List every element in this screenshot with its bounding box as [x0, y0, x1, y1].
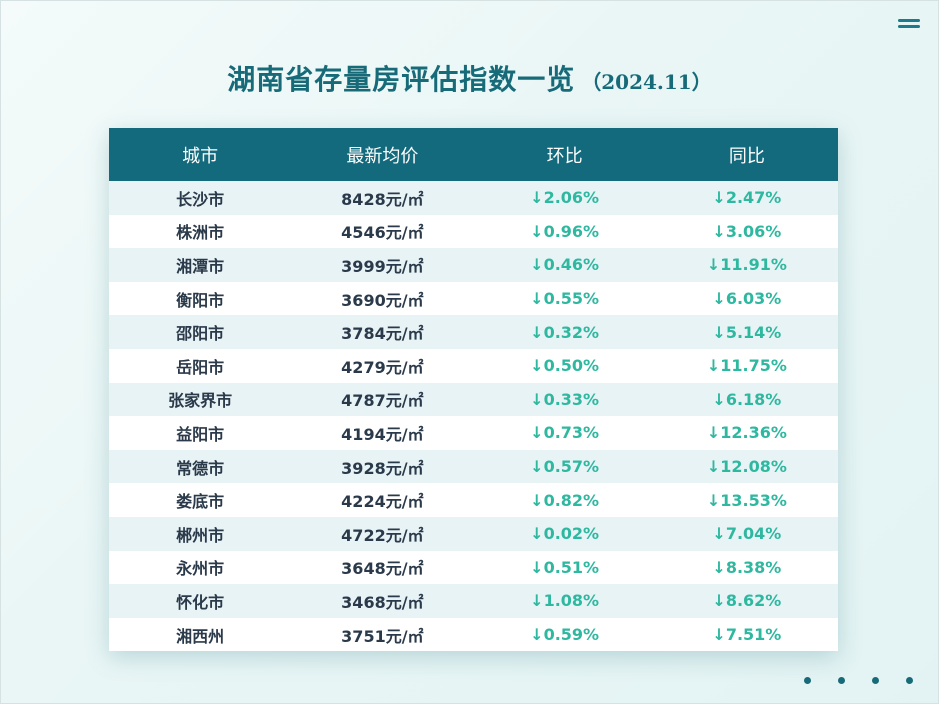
- cell-mom: ↓0.96%: [530, 221, 600, 241]
- cell-yoy: ↓7.51%: [712, 625, 782, 645]
- cell-mom: ↓0.73%: [530, 423, 600, 443]
- cell-price: 3751元/㎡: [341, 626, 424, 646]
- cell-yoy: ↓2.47%: [712, 188, 782, 208]
- cell-city: 邵阳市: [176, 324, 225, 344]
- cell-mom: ↓0.02%: [530, 524, 600, 544]
- pagination-dot[interactable]: [804, 677, 811, 684]
- cell-yoy: ↓11.75%: [706, 356, 787, 376]
- pagination-dot[interactable]: [872, 677, 879, 684]
- cell-mom: ↓0.33%: [530, 389, 600, 409]
- cell-city: 株洲市: [176, 223, 225, 243]
- cell-mom: ↓0.57%: [530, 457, 600, 477]
- cell-price: 4546元/㎡: [341, 223, 424, 243]
- table-row: 湘西州 3751元/㎡ ↓0.59% ↓7.51%: [109, 617, 838, 652]
- cell-price: 4787元/㎡: [341, 391, 424, 411]
- menu-icon-bar: [898, 25, 920, 28]
- cell-city: 湘西州: [176, 626, 225, 646]
- cell-yoy: ↓5.14%: [712, 322, 782, 342]
- table-row: 衡阳市 3690元/㎡ ↓0.55% ↓6.03%: [109, 281, 838, 316]
- table-row: 怀化市 3468元/㎡ ↓1.08% ↓8.62%: [109, 584, 838, 618]
- table-row: 株洲市 4546元/㎡ ↓0.96% ↓3.06%: [109, 214, 838, 249]
- table-row: 益阳市 4194元/㎡ ↓0.73% ↓12.36%: [109, 416, 838, 450]
- cell-price: 8428元/㎡: [341, 189, 424, 209]
- cell-price: 3928元/㎡: [341, 458, 424, 478]
- cell-yoy: ↓8.62%: [712, 591, 782, 611]
- cell-yoy: ↓11.91%: [706, 255, 787, 275]
- cell-price: 4194元/㎡: [341, 424, 424, 444]
- cell-price: 3784元/㎡: [341, 324, 424, 344]
- pagination-dot[interactable]: [906, 677, 913, 684]
- cell-city: 郴州市: [176, 525, 225, 545]
- cell-price: 3648元/㎡: [341, 559, 424, 579]
- table-row: 郴州市 4722元/㎡ ↓0.02% ↓7.04%: [109, 516, 838, 551]
- cell-mom: ↓0.46%: [530, 255, 600, 275]
- table-row: 张家界市 4787元/㎡ ↓0.33% ↓6.18%: [109, 382, 838, 417]
- cell-mom: ↓0.32%: [530, 322, 600, 342]
- cell-price: 4722元/㎡: [341, 525, 424, 545]
- table-header-row: 城市 最新均价 环比 同比: [109, 128, 838, 181]
- cell-city: 张家界市: [168, 391, 233, 411]
- table-row: 岳阳市 4279元/㎡ ↓0.50% ↓11.75%: [109, 348, 838, 383]
- column-header-price: 最新均价: [346, 145, 419, 167]
- pagination-dot[interactable]: [838, 677, 845, 684]
- table-row: 长沙市 8428元/㎡ ↓2.06% ↓2.47%: [109, 181, 838, 215]
- cell-city: 湘潭市: [176, 256, 225, 276]
- cell-price: 3468元/㎡: [341, 592, 424, 612]
- cell-city: 娄底市: [176, 492, 225, 512]
- table-row: 永州市 3648元/㎡ ↓0.51% ↓8.38%: [109, 550, 838, 585]
- cell-yoy: ↓12.08%: [706, 457, 787, 477]
- cell-city: 怀化市: [176, 592, 225, 612]
- cell-price: 3999元/㎡: [341, 256, 424, 276]
- cell-city: 长沙市: [176, 189, 225, 209]
- cell-mom: ↓0.50%: [530, 356, 600, 376]
- table-row: 湘潭市 3999元/㎡ ↓0.46% ↓11.91%: [109, 248, 838, 282]
- cell-yoy: ↓13.53%: [706, 490, 787, 510]
- cell-mom: ↓1.08%: [530, 591, 600, 611]
- cell-yoy: ↓3.06%: [712, 221, 782, 241]
- column-header-mom: 环比: [546, 145, 583, 167]
- cell-mom: ↓0.82%: [530, 490, 600, 510]
- cell-yoy: ↓7.04%: [712, 524, 782, 544]
- table-row: 常德市 3928元/㎡ ↓0.57% ↓12.08%: [109, 449, 838, 484]
- cell-yoy: ↓6.18%: [712, 389, 782, 409]
- title-main: 湖南省存量房评估指数一览: [227, 63, 576, 96]
- cell-city: 常德市: [176, 458, 225, 478]
- cell-yoy: ↓12.36%: [706, 423, 787, 443]
- cell-price: 3690元/㎡: [341, 290, 424, 310]
- cell-city: 岳阳市: [176, 357, 225, 377]
- cell-price: 4279元/㎡: [341, 357, 424, 377]
- title-date: （2024.11）: [581, 70, 712, 94]
- cell-price: 4224元/㎡: [341, 492, 424, 512]
- cell-mom: ↓0.51%: [530, 557, 600, 577]
- cell-mom: ↓0.59%: [530, 625, 600, 645]
- cell-mom: ↓0.55%: [530, 289, 600, 309]
- column-header-city: 城市: [182, 145, 219, 167]
- cell-yoy: ↓6.03%: [712, 289, 782, 309]
- cell-city: 益阳市: [176, 424, 225, 444]
- menu-icon-bar: [898, 19, 920, 22]
- table-row: 娄底市 4224元/㎡ ↓0.82% ↓13.53%: [109, 483, 838, 517]
- table-row: 邵阳市 3784元/㎡ ↓0.32% ↓5.14%: [109, 315, 838, 349]
- page-title: 湖南省存量房评估指数一览 （2024.11）: [0, 58, 939, 98]
- cell-city: 衡阳市: [176, 290, 225, 310]
- cell-mom: ↓2.06%: [530, 188, 600, 208]
- column-header-yoy: 同比: [728, 145, 765, 167]
- menu-icon[interactable]: [898, 18, 920, 30]
- cell-yoy: ↓8.38%: [712, 557, 782, 577]
- price-index-table: 城市 最新均价 环比 同比 长沙市 8428元/㎡ ↓2.06% ↓2.47% 株洲市 4…: [109, 128, 838, 652]
- cell-city: 永州市: [176, 559, 225, 579]
